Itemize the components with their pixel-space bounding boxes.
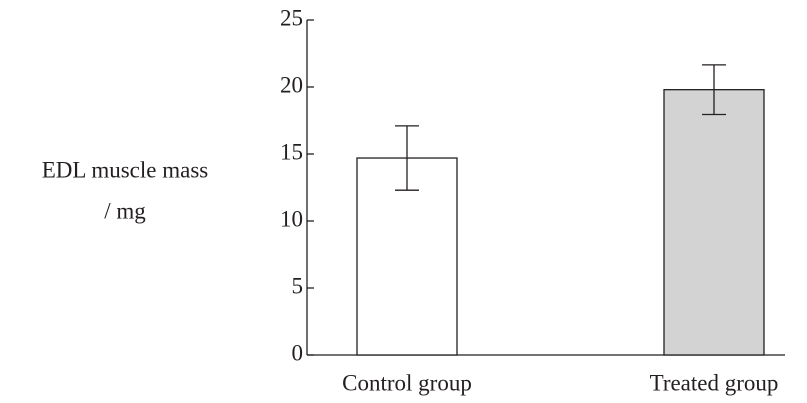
y-tick-label: 15 bbox=[280, 139, 303, 164]
y-tick-label: 10 bbox=[280, 206, 303, 231]
x-tick-label: Control group bbox=[342, 370, 472, 395]
y-axis-label: EDL muscle mass bbox=[42, 157, 209, 182]
y-tick-label: 5 bbox=[292, 273, 304, 298]
y-tick-label: 0 bbox=[292, 340, 304, 365]
bar bbox=[356, 157, 458, 356]
y-tick-label: 20 bbox=[280, 72, 303, 97]
error-bar bbox=[395, 125, 419, 191]
y-tick-label: 25 bbox=[280, 5, 303, 30]
error-bar bbox=[702, 64, 726, 116]
y-axis-label: / mg bbox=[104, 198, 146, 223]
x-tick-label: Treated group bbox=[650, 370, 779, 395]
bar bbox=[663, 89, 765, 356]
